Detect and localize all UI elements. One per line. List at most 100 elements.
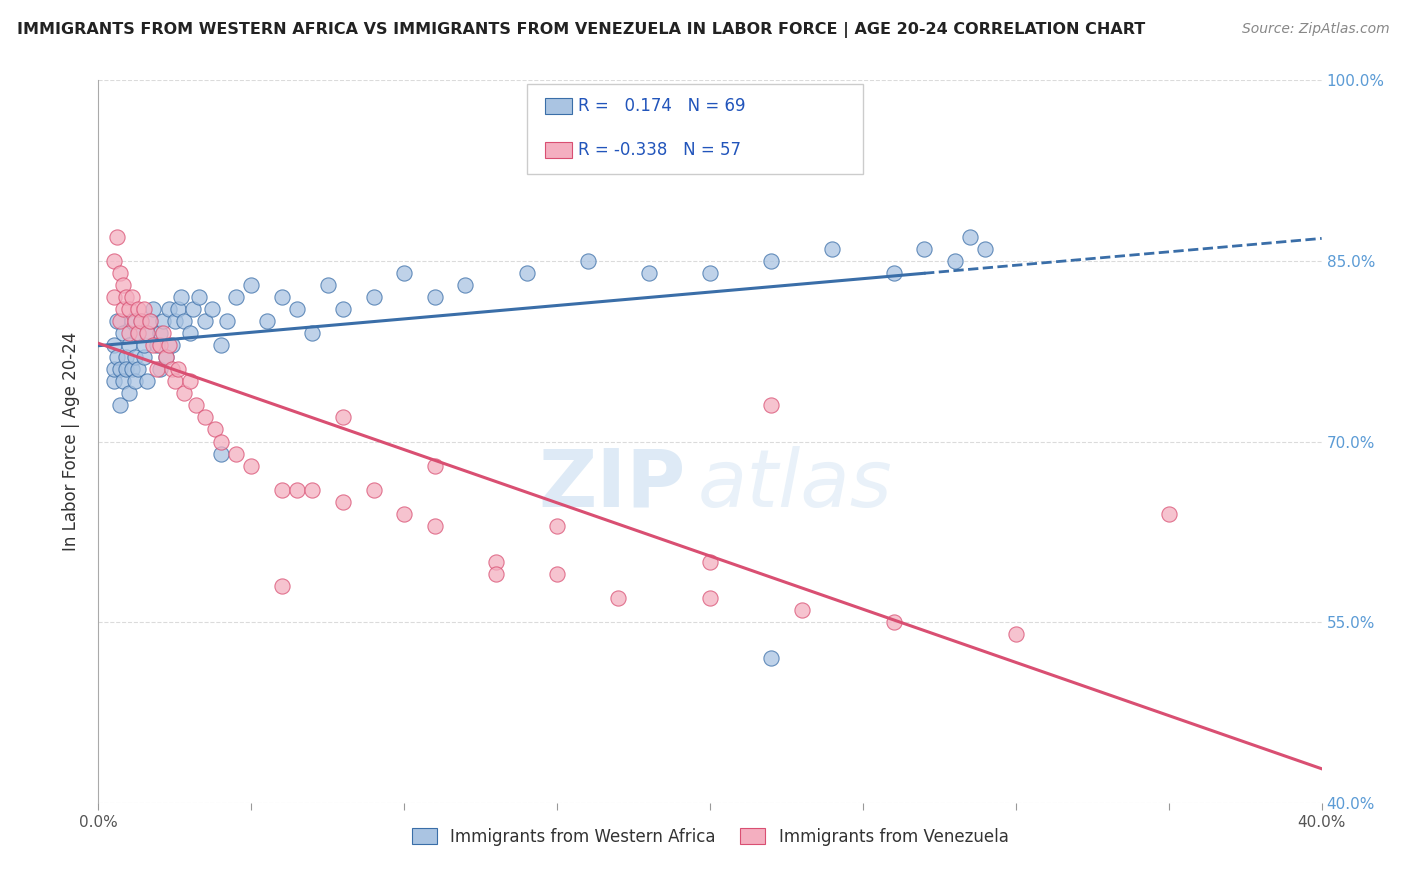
Point <box>173 314 195 328</box>
Point <box>105 229 128 244</box>
Point <box>454 277 477 292</box>
Point <box>118 386 141 401</box>
Point <box>134 350 156 364</box>
Point <box>974 242 997 256</box>
Point <box>883 266 905 280</box>
Point <box>1157 507 1180 521</box>
Point <box>108 314 131 328</box>
Point <box>576 253 599 268</box>
Point <box>115 350 138 364</box>
Point <box>127 326 149 340</box>
Point <box>256 314 278 328</box>
Point <box>129 314 152 328</box>
Point <box>111 326 134 340</box>
Point <box>157 301 180 316</box>
Point <box>215 314 238 328</box>
Point <box>240 277 263 292</box>
Point <box>699 266 721 280</box>
Point <box>790 603 813 617</box>
Point <box>155 350 177 364</box>
Point <box>163 314 186 328</box>
Point <box>103 290 125 304</box>
Point <box>103 338 125 352</box>
Point <box>103 362 125 376</box>
Point <box>124 350 146 364</box>
Point <box>157 338 180 352</box>
Point <box>167 362 190 376</box>
Point <box>181 301 204 316</box>
FancyBboxPatch shape <box>526 84 863 174</box>
Point <box>186 398 208 412</box>
Point <box>699 591 721 606</box>
Point <box>423 290 446 304</box>
Point <box>485 567 508 582</box>
Point <box>139 314 162 328</box>
Point <box>145 338 167 352</box>
Point <box>759 398 782 412</box>
Text: IMMIGRANTS FROM WESTERN AFRICA VS IMMIGRANTS FROM VENEZUELA IN LABOR FORCE | AGE: IMMIGRANTS FROM WESTERN AFRICA VS IMMIGR… <box>17 22 1144 38</box>
Point <box>134 301 156 316</box>
Point <box>124 374 146 388</box>
Point <box>285 483 308 497</box>
Point <box>332 410 354 425</box>
Point <box>136 326 159 340</box>
Point <box>392 507 416 521</box>
Point <box>332 494 354 508</box>
Point <box>316 277 339 292</box>
Point <box>240 458 263 473</box>
Point <box>121 314 143 328</box>
Point <box>270 290 292 304</box>
Text: ZIP: ZIP <box>538 446 686 524</box>
Point <box>285 301 308 316</box>
Point <box>485 555 508 569</box>
Point <box>115 290 138 304</box>
Point <box>883 615 905 630</box>
Bar <box>546 98 572 114</box>
Text: R = -0.338   N = 57: R = -0.338 N = 57 <box>578 141 741 160</box>
Point <box>142 338 165 352</box>
Point <box>149 362 172 376</box>
Point <box>516 266 538 280</box>
Point <box>363 290 385 304</box>
Point <box>209 434 232 449</box>
Point <box>155 350 177 364</box>
Point <box>134 338 156 352</box>
Y-axis label: In Labor Force | Age 20-24: In Labor Force | Age 20-24 <box>62 332 80 551</box>
Point <box>152 326 174 340</box>
Point <box>121 362 143 376</box>
Text: atlas: atlas <box>697 446 893 524</box>
Point <box>108 362 131 376</box>
Point <box>759 253 782 268</box>
Point <box>105 350 128 364</box>
Point <box>167 301 190 316</box>
Point <box>194 410 217 425</box>
Point <box>160 338 183 352</box>
Point <box>152 314 174 328</box>
Point <box>204 422 226 436</box>
Point <box>111 301 134 316</box>
Point <box>959 229 981 244</box>
Point <box>173 386 195 401</box>
Point <box>105 314 128 328</box>
Point <box>121 290 143 304</box>
Point <box>124 314 146 328</box>
Point <box>127 362 149 376</box>
Point <box>111 277 134 292</box>
Point <box>103 253 125 268</box>
Point <box>943 253 966 268</box>
Point <box>699 555 721 569</box>
Point <box>103 374 125 388</box>
Point <box>127 301 149 316</box>
Point <box>392 266 416 280</box>
Point <box>332 301 354 316</box>
Point <box>423 518 446 533</box>
Point <box>111 374 134 388</box>
Point <box>225 290 247 304</box>
Point <box>108 398 131 412</box>
Point <box>546 567 568 582</box>
Point <box>270 579 292 593</box>
Point <box>194 314 217 328</box>
Point <box>115 362 138 376</box>
Point <box>821 242 844 256</box>
Point <box>118 326 141 340</box>
